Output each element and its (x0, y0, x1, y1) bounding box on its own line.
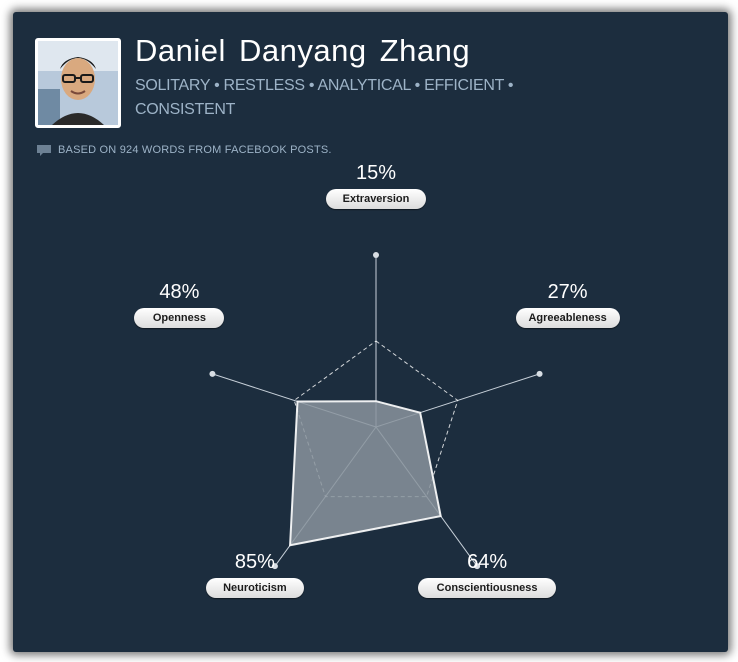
trait-label-neuroticism: Neuroticism (205, 578, 304, 599)
radar-value-polygon (289, 400, 442, 547)
source-note-text: BASED ON 924 WORDS FROM FACEBOOK POSTS. (58, 144, 332, 156)
radar-axis-end-dot (209, 370, 216, 377)
personality-card (13, 12, 728, 652)
percent-openness: 48% (159, 280, 200, 303)
radar-axis-end-dot (474, 563, 481, 570)
percent-conscientiousness: 64% (467, 551, 508, 574)
percent-agreeableness: 27% (547, 280, 588, 303)
radar-axis-end-dot (536, 370, 543, 377)
trait-label-conscientiousness: Conscientiousness (418, 578, 557, 599)
percent-neuroticism: 85% (234, 551, 275, 574)
trait-label-agreeableness: Agreeableness (515, 307, 620, 328)
trait-label-openness: Openness (134, 307, 225, 328)
trait-label-extraversion: Extraversion (326, 189, 426, 209)
profile-name: Daniel Danyang Zhang (135, 33, 471, 68)
percent-extraversion: 15% (355, 162, 397, 184)
radar-axis-end-dot (373, 252, 379, 258)
radar-axis-end-dot (271, 563, 278, 570)
user-photo (35, 38, 121, 128)
trait-summary: SOLITARY • RESTLESS • ANALYTICAL • EFFIC… (135, 77, 514, 118)
comment-icon (37, 145, 51, 156)
avatar-image (38, 41, 118, 125)
